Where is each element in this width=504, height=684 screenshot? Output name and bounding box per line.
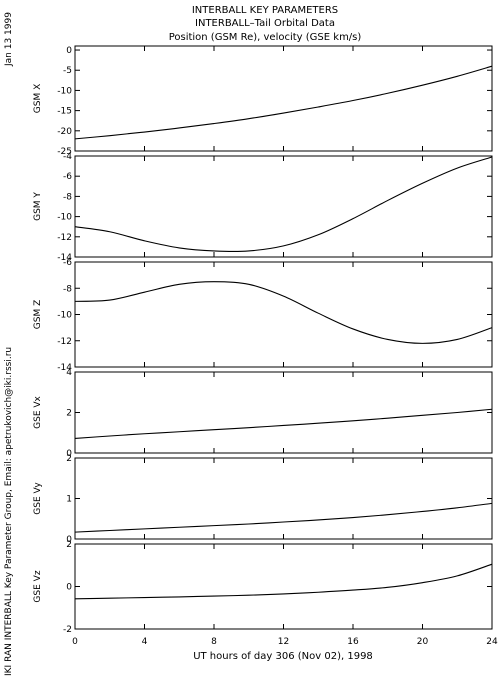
x-tick-label: 12 xyxy=(278,637,289,647)
y-axis-label: GSE Vx xyxy=(33,395,43,428)
x-tick-label: 0 xyxy=(72,637,78,647)
y-tick-label: 0 xyxy=(66,583,72,593)
y-tick-label: -14 xyxy=(57,363,72,373)
panel-frame xyxy=(74,543,493,630)
y-tick-label: -2 xyxy=(63,625,72,635)
panel-5: 0 1 2 GSE Vy xyxy=(33,454,493,545)
y-tick-label: -20 xyxy=(57,127,72,137)
y-axis-label: GSM Y xyxy=(33,192,43,221)
x-tick-label: 20 xyxy=(417,637,429,647)
y-tick-label: -12 xyxy=(57,337,72,347)
panel-3: -6 -8 -10 -12 -14 GSM Z xyxy=(33,258,493,373)
x-tick-label: 16 xyxy=(347,637,359,647)
y-tick-label: -12 xyxy=(57,233,72,243)
x-axis: 0 4 8 12 16 20 24 xyxy=(72,637,498,647)
y-tick-label: 2 xyxy=(66,540,72,550)
y-tick-label: -10 xyxy=(57,213,72,223)
panel-frame xyxy=(74,457,493,540)
y-tick-label: 1 xyxy=(66,495,72,505)
y-tick-label: -14 xyxy=(57,253,72,263)
y-tick-label: -10 xyxy=(57,86,72,96)
y-tick-label: 0 xyxy=(66,46,72,56)
y-tick-label: -10 xyxy=(57,311,72,321)
y-tick-label: -4 xyxy=(63,152,72,162)
y-tick-label: -25 xyxy=(57,147,72,157)
x-tick-label: 4 xyxy=(142,637,148,647)
y-tick-label: 0 xyxy=(66,449,72,459)
title-line-1: INTERBALL KEY PARAMETERS xyxy=(192,5,338,16)
panel-frame xyxy=(74,261,493,368)
panel-frame xyxy=(74,371,493,454)
panel-frame xyxy=(74,155,493,258)
y-axis-label: GSE Vy xyxy=(33,482,43,515)
title-line-2: INTERBALL–Tail Orbital Data xyxy=(195,18,335,29)
y-axis-label: GSM Z xyxy=(33,300,43,329)
x-axis-label: UT hours of day 306 (Nov 02), 1998 xyxy=(193,651,373,662)
series-line xyxy=(74,281,493,344)
series-line xyxy=(74,502,493,533)
series-line xyxy=(74,65,493,140)
y-tick-label: -6 xyxy=(63,172,72,182)
y-tick-label: -6 xyxy=(63,258,72,268)
side-date: Jan 13 1999 xyxy=(4,12,14,67)
panel-4: 0 2 4 GSE Vx xyxy=(33,368,493,459)
y-tick-label: -15 xyxy=(57,107,72,117)
y-tick-label: -5 xyxy=(63,66,72,76)
panel-2: -4 -6 -8 -10 -12 -14 GSM Y xyxy=(33,152,493,263)
panel-6: -2 0 2 GSE Vz xyxy=(33,540,493,635)
y-axis-label: GSE Vz xyxy=(33,570,43,602)
side-credit: IKI RAN INTERBALL Key Parameter Group, E… xyxy=(4,347,14,676)
y-axis-label: GSM X xyxy=(33,84,43,113)
x-tick-label: 24 xyxy=(486,637,498,647)
y-tick-label: 4 xyxy=(66,368,72,378)
series-line xyxy=(74,156,493,252)
panel-1: 0 -5 -10 -15 -20 -25 GSM X xyxy=(33,45,493,157)
y-tick-label: 2 xyxy=(66,454,72,464)
title-line-3: Position (GSM Re), velocity (GSE km/s) xyxy=(169,32,362,43)
y-tick-label: -8 xyxy=(63,284,72,294)
series-line xyxy=(74,563,493,600)
y-tick-label: 0 xyxy=(66,535,72,545)
series-line xyxy=(74,408,493,439)
y-tick-label: -8 xyxy=(63,192,72,202)
panel-frame xyxy=(74,45,493,152)
y-tick-label: 2 xyxy=(66,409,72,419)
x-tick-label: 8 xyxy=(211,637,217,647)
